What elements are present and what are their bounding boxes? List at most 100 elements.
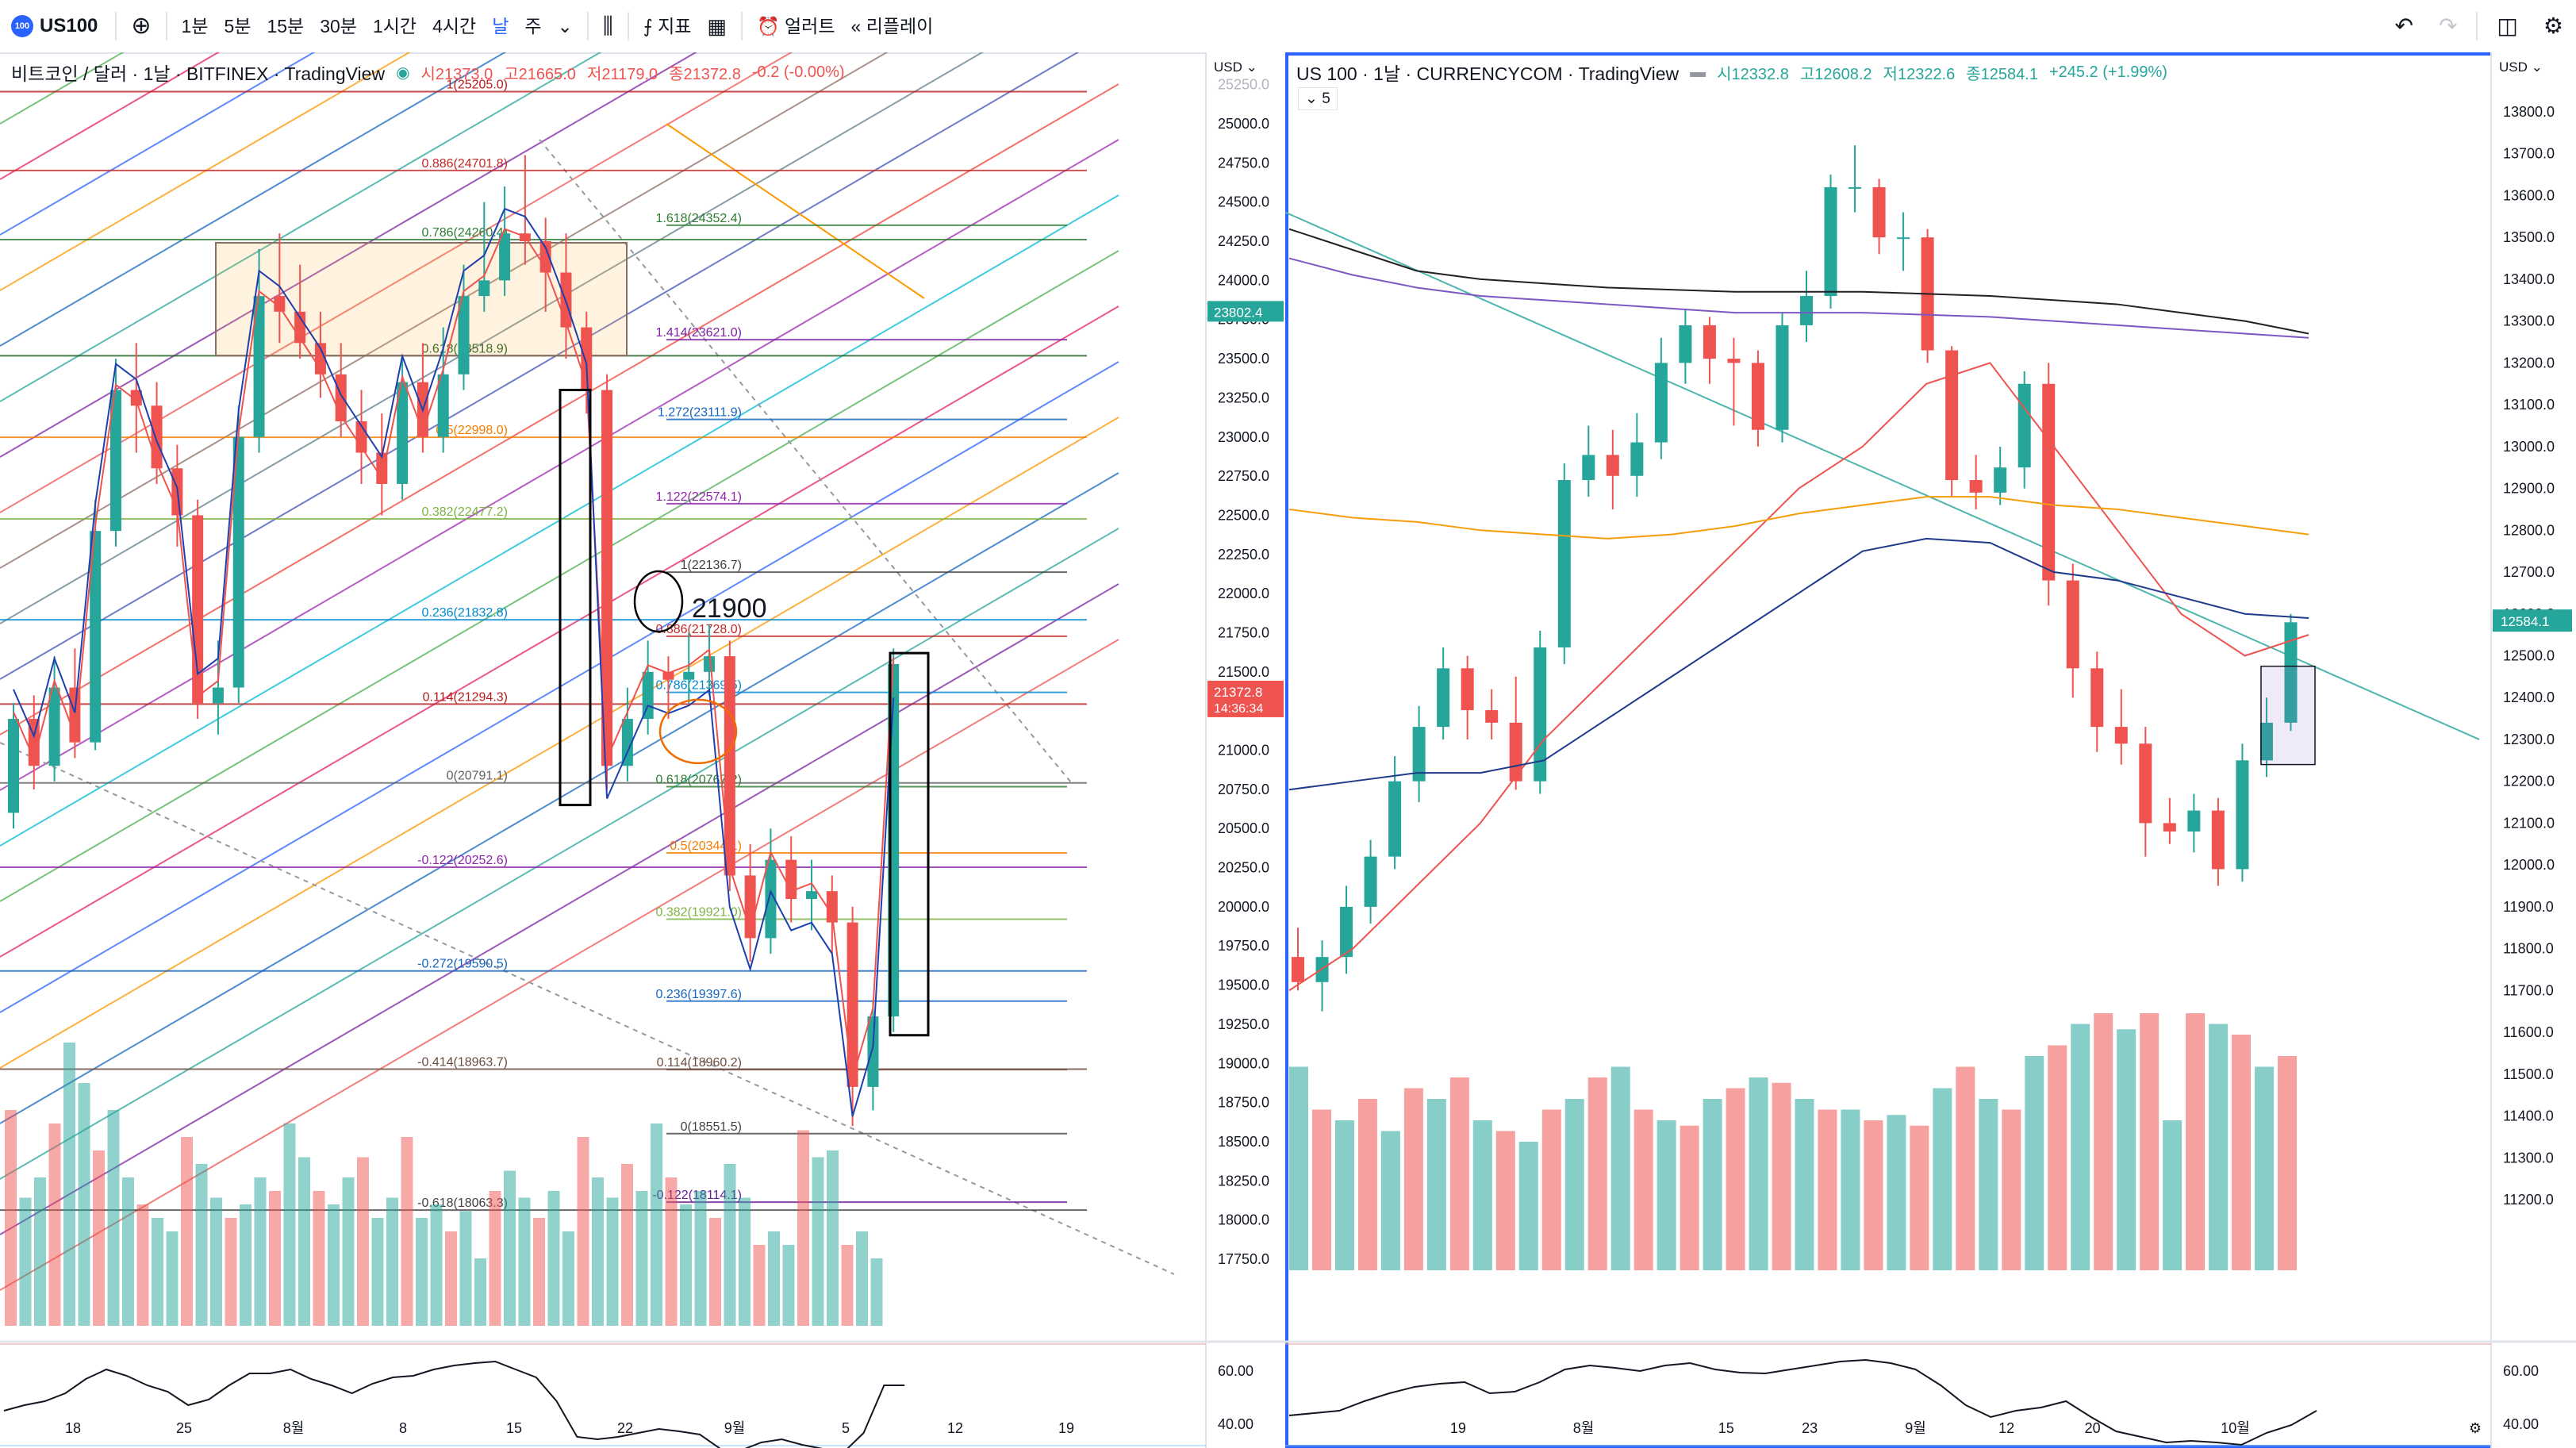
btc-volume-bar [812, 1157, 824, 1326]
btc-price-tick: 17750.0 [1218, 1251, 1269, 1267]
us100-trendline [1285, 211, 2480, 740]
btc-candle-body [151, 405, 163, 469]
us100-price-tick: 13600.0 [2503, 187, 2555, 203]
btc-candle-body [192, 515, 204, 704]
btc-fib-level-label: 0.236(21832.8) [421, 606, 508, 620]
us100-volume-bar [1910, 1125, 1929, 1270]
settings-icon[interactable]: ⚙ [2543, 13, 2563, 38]
us100-volume-bar [1610, 1066, 1630, 1270]
btc-chart-title[interactable]: 비트코인 / 달러 · 1날 · BITFINEX · TradingView [11, 63, 386, 84]
redo-icon[interactable]: ↷ [2438, 13, 2458, 38]
btc-fib-level-label: -0.272(19590.5) [417, 958, 508, 971]
interval-1h[interactable]: 1시간 [372, 16, 417, 36]
us100-volume-bar [2002, 1109, 2021, 1270]
interval-dropdown-chevron-icon[interactable]: ⌄ [557, 16, 573, 36]
us100-open: 시12332.8 [1717, 65, 1789, 83]
btc-price-tick: 18500.0 [1218, 1134, 1269, 1150]
btc-volume-bar [841, 1245, 854, 1326]
collapsed-indicators-toggle[interactable]: ⌄ 5 [1298, 87, 1338, 110]
btc-volume-bar [504, 1170, 516, 1326]
btc-price-tick: 23500.0 [1218, 351, 1269, 367]
us100-volume-bar [2117, 1029, 2136, 1270]
layout-split-icon[interactable]: ◫ [2497, 13, 2518, 38]
compare-plus-icon[interactable]: ⊕ [131, 13, 152, 39]
interval-5m[interactable]: 5분 [224, 16, 251, 36]
interval-15m[interactable]: 15분 [267, 16, 305, 36]
interval-4h[interactable]: 4시간 [432, 16, 477, 36]
us100-candle-body [2211, 810, 2225, 870]
interval-day[interactable]: 날 [492, 16, 509, 36]
btc-candle-body [376, 452, 388, 484]
separator [165, 12, 167, 40]
btc-price-tick: 22000.0 [1218, 586, 1269, 601]
us100-candle-body [1654, 363, 1668, 443]
us100-candle-body [1582, 455, 1595, 481]
btc-volume-bar [328, 1204, 340, 1326]
separator [586, 12, 589, 40]
layouts-grid-icon[interactable]: ▦ [707, 14, 727, 38]
btc-fib2-level-label: 1.618(24352.4) [655, 212, 742, 225]
us100-chart-title[interactable]: US 100 · 1날 · CURRENCYCOM · TradingView [1296, 63, 1680, 84]
us100-price-tick: 12300.0 [2503, 732, 2555, 747]
btc-volume-bar [416, 1218, 428, 1326]
us100-date-tick: 19 [1450, 1420, 1466, 1436]
us100-volume-bar [2140, 1013, 2159, 1270]
undo-icon[interactable]: ↶ [2394, 13, 2413, 38]
us100-candle-body [2284, 622, 2298, 723]
interval-30m[interactable]: 30분 [320, 16, 357, 36]
btc-chart-pane[interactable]: USD ⌄ 25250.0 25000.0 24750.0 24500.0 24250.0… [0, 52, 1285, 1448]
us100-date-tick: 8월 [1573, 1420, 1595, 1436]
btc-fib-level-label: 0.5(22998.0) [436, 424, 508, 437]
interval-1m[interactable]: 1분 [181, 16, 209, 36]
btc-volume-bar [474, 1258, 486, 1326]
us100-volume-bar [1403, 1088, 1423, 1270]
us100-legend: US 100 · 1날 · CURRENCYCOM · TradingView … [1296, 59, 2167, 86]
btc-volume-bar [635, 1191, 648, 1326]
us100-volume-bar [1657, 1120, 1676, 1270]
btc-chart-canvas[interactable]: USD ⌄ 25250.0 25000.0 24750.0 24500.0 24250.0… [0, 52, 1285, 1448]
us100-volume-bar [1518, 1142, 1538, 1270]
btc-high: 고21665.0 [504, 65, 576, 83]
btc-last-price: 21372.8 [1214, 685, 1262, 700]
us100-volume-bar [2163, 1120, 2182, 1270]
btc-volume-bar [739, 1197, 751, 1326]
btc-close: 종21372.8 [669, 65, 741, 83]
btc-price-tick: 19000.0 [1218, 1055, 1269, 1071]
us100-volume-bar [1726, 1088, 1745, 1270]
us100-volume-bar [1634, 1109, 1653, 1270]
us100-volume-bar [1357, 1099, 1377, 1270]
candle-style-icon[interactable]: ⫼ [602, 13, 613, 38]
btc-orange-line [666, 123, 925, 299]
alerts-button[interactable]: ⏰ 얼러트 [756, 16, 835, 36]
interval-week[interactable]: 주 [524, 16, 542, 36]
us100-price-tick: 13500.0 [2503, 229, 2555, 245]
us100-last-price-bg [2493, 609, 2572, 632]
btc-volume-bar [152, 1218, 163, 1326]
btc-candle-body [458, 296, 470, 374]
symbol-name[interactable]: US100 [40, 15, 98, 36]
us100-volume-bar [1426, 1099, 1446, 1270]
us100-price-tick: 12700.0 [2503, 564, 2555, 580]
us100-candle-body [2090, 668, 2104, 728]
btc-trend-channel-line [0, 52, 602, 402]
btc-volume-bar [592, 1177, 604, 1326]
btc-volume-bar [93, 1150, 105, 1326]
btc-price-tick: 21000.0 [1218, 743, 1269, 759]
indicators-button[interactable]: ⨍ 지표 [643, 16, 692, 36]
btc-fib-level-label: 0.382(22477.2) [421, 505, 508, 519]
btc-volume-bar [386, 1197, 398, 1326]
btc-candle-body [48, 687, 60, 766]
btc-price-tick: 18750.0 [1218, 1095, 1269, 1111]
us100-volume-bar [1541, 1109, 1561, 1270]
us100-close: 종12584.1 [1966, 65, 2038, 83]
symbol-search[interactable]: 100 US100 [0, 15, 109, 37]
us100-price-tick: 11700.0 [2503, 982, 2554, 998]
us100-chart-pane[interactable]: USD ⌄ 13800.0 13700.0 13600.0 13500.0 13400.0… [1285, 52, 2576, 1448]
btc-fib2-level-label: 0.114(18960.2) [657, 1056, 742, 1070]
us100-price-tick: 13300.0 [2503, 313, 2555, 329]
btc-candle-body [90, 531, 102, 743]
separator [2476, 12, 2478, 40]
us100-chart-canvas[interactable]: USD ⌄ 13800.0 13700.0 13600.0 13500.0 13400.0… [1285, 52, 2576, 1448]
us100-candle-body [1340, 906, 1353, 958]
replay-button[interactable]: « 리플레이 [850, 16, 934, 36]
